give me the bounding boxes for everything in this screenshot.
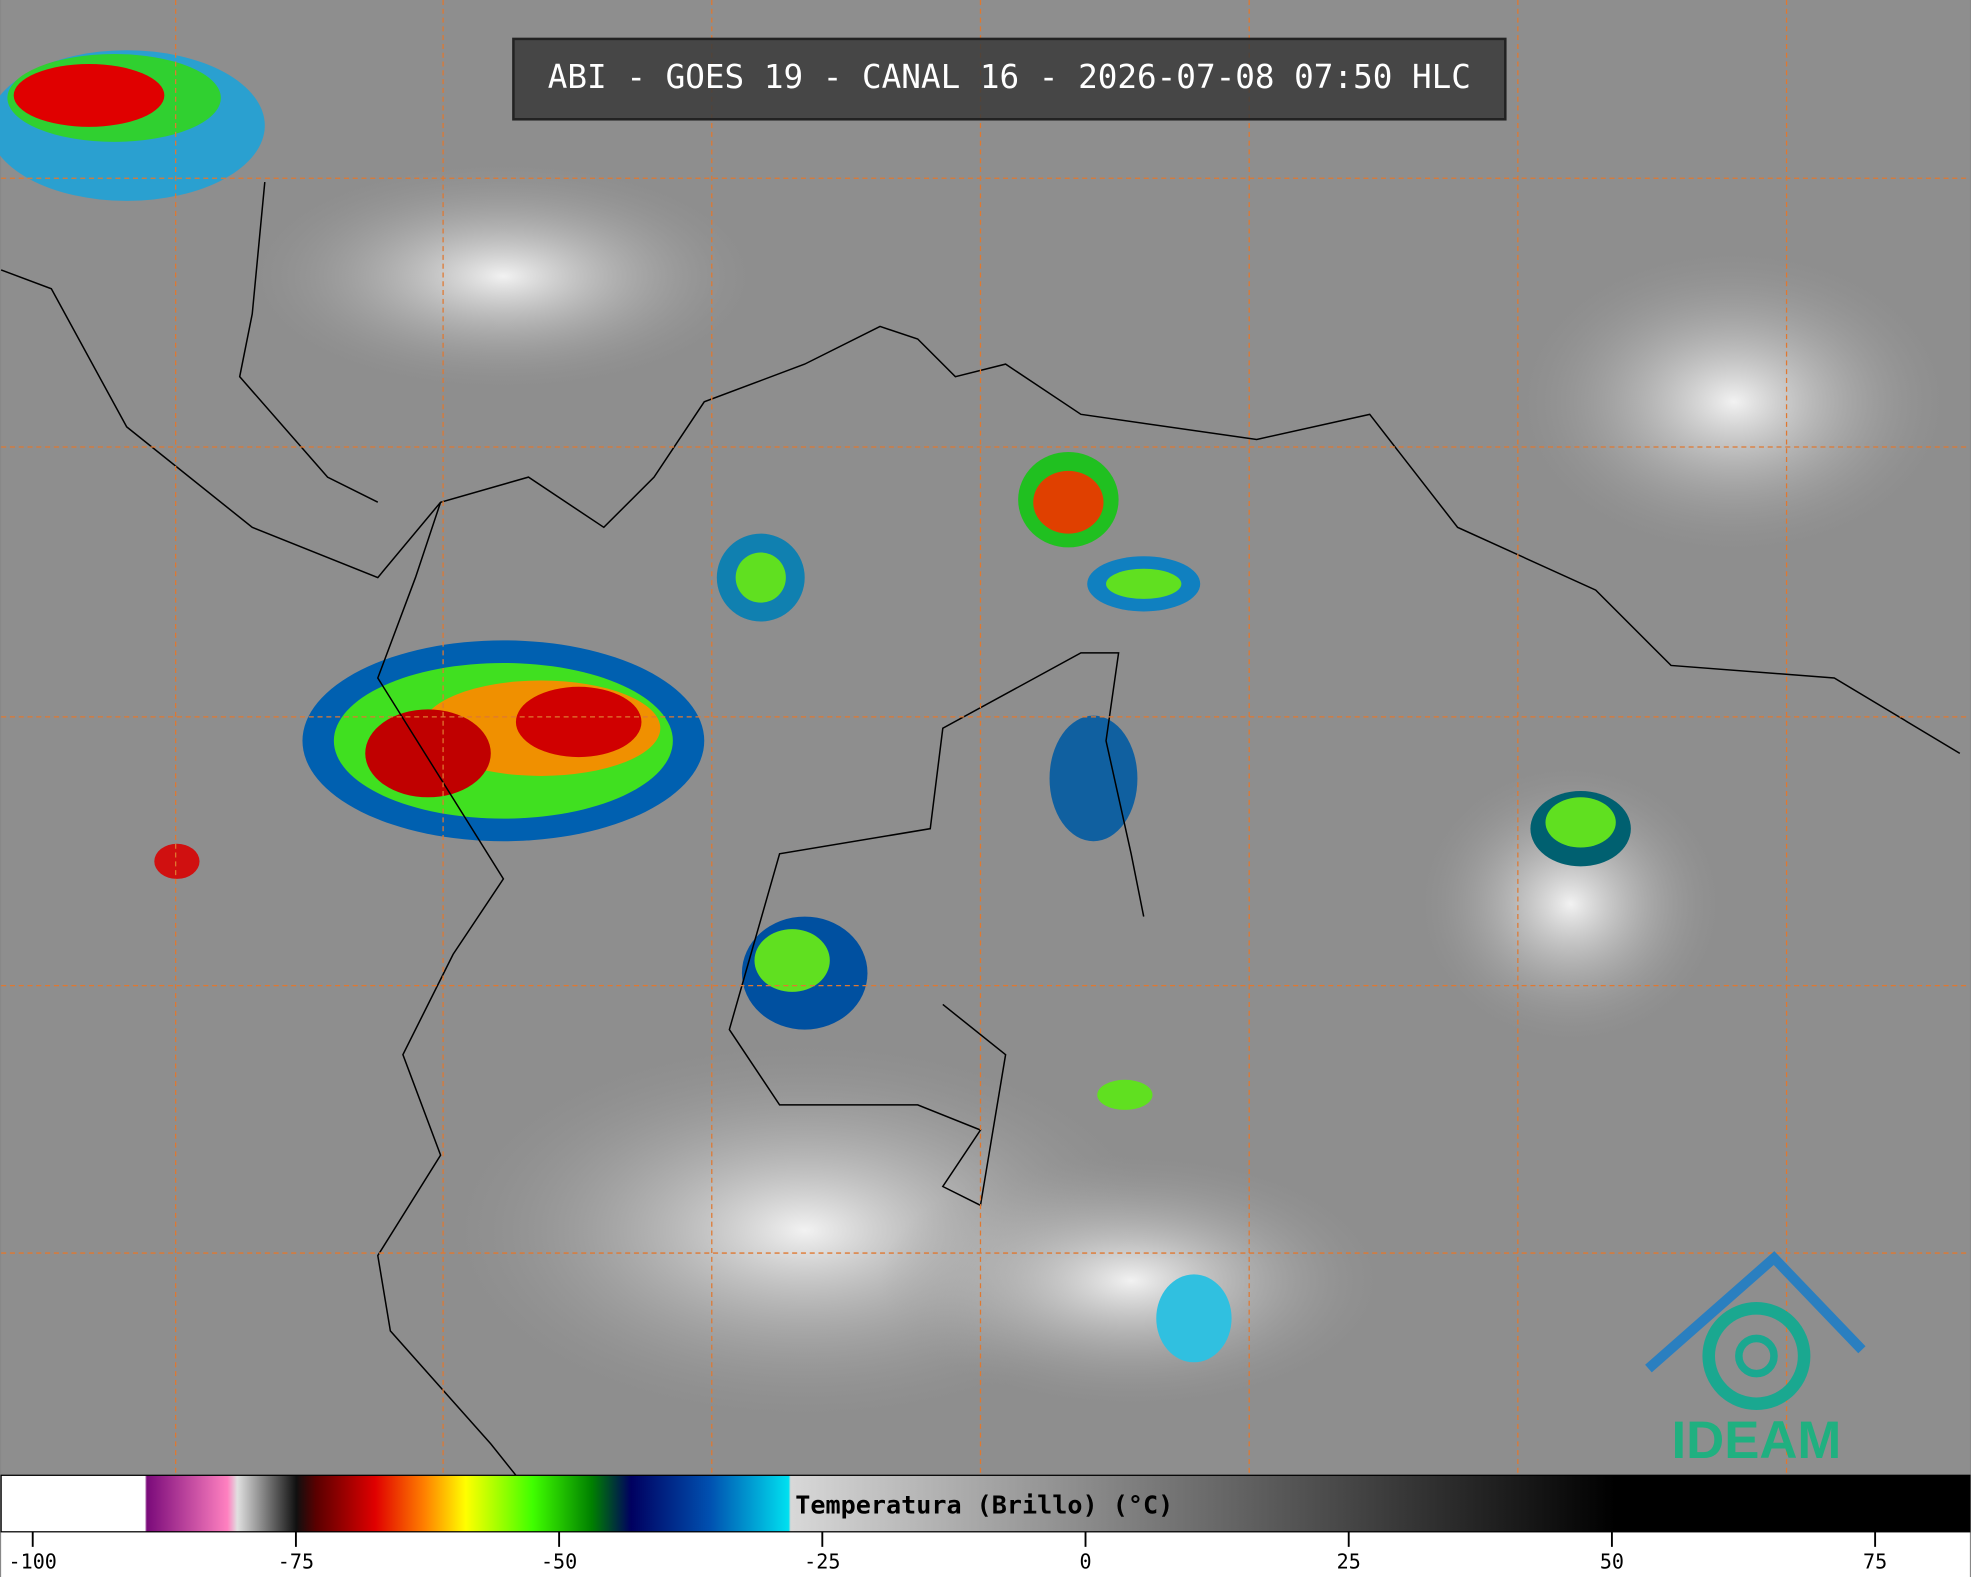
tick-label: -25 bbox=[804, 1550, 840, 1574]
tick-label: -75 bbox=[278, 1550, 314, 1574]
tick-label: -100 bbox=[9, 1550, 57, 1574]
clouds bbox=[0, 50, 1948, 1419]
colorbar bbox=[0, 1474, 1971, 1533]
title-box bbox=[512, 37, 1507, 121]
tick-label: 0 bbox=[1079, 1550, 1091, 1574]
logo-text: IDEAM bbox=[1671, 1411, 1841, 1470]
title: ABI - GOES 19 - CANAL 16 - 2026-07-08 07… bbox=[548, 58, 1471, 96]
tick-label: 50 bbox=[1600, 1550, 1624, 1574]
tick-label: 75 bbox=[1863, 1550, 1887, 1574]
colorbar-label: Temperatura (Brillo) (°C) bbox=[795, 1491, 1173, 1520]
logo: IDEAM bbox=[1645, 1251, 1866, 1470]
tick-label: 25 bbox=[1337, 1550, 1361, 1574]
colorbar-ticks: -100 -75 -50 -25 0 25 50 75 bbox=[9, 1531, 1887, 1574]
tick-label: -50 bbox=[541, 1550, 577, 1574]
coastlines bbox=[0, 181, 1961, 1476]
graticule bbox=[1, 0, 1970, 1476]
